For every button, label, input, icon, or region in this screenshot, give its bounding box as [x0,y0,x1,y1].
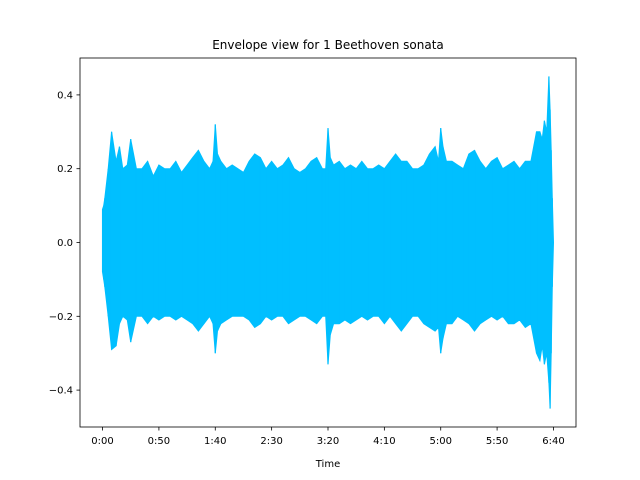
x-axis: 0:00 0:50 1:40 2:30 3:20 4:10 5:00 5:50 6:40 [91,427,565,447]
y-tick-label: −0.4 [49,386,73,397]
plot-area [101,76,555,409]
x-tick-label: 3:20 [317,436,339,447]
y-tick-label: −0.2 [49,312,73,323]
y-tick-label: 0.4 [57,90,73,101]
x-tick-label: 5:00 [429,436,451,447]
x-axis-label: Time [315,459,340,470]
x-tick-label: 4:10 [373,436,395,447]
y-tick-label: 0.2 [57,164,73,175]
x-tick-label: 1:40 [204,436,226,447]
x-tick-label: 0:00 [91,436,113,447]
y-tick-label: 0.0 [57,238,73,249]
x-tick-label: 5:50 [486,436,508,447]
x-tick-label: 6:40 [542,436,564,447]
x-tick-label: 0:50 [148,436,170,447]
x-tick-label: 2:30 [260,436,282,447]
y-axis: −0.4 −0.2 0.0 0.2 0.4 [49,90,80,397]
plot-frame [79,57,577,428]
chart-title: Envelope view for 1 Beethoven sonata [212,38,444,52]
